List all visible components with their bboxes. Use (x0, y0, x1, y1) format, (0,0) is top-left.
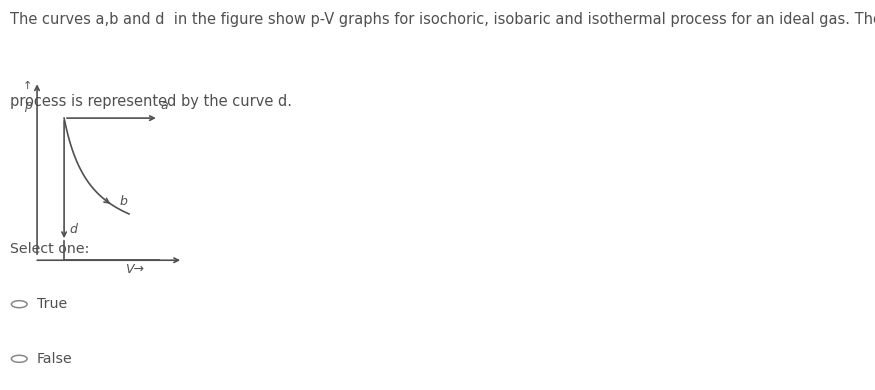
Text: True: True (37, 297, 67, 311)
Text: V→: V→ (125, 263, 144, 276)
Text: False: False (37, 352, 73, 366)
Text: The curves a,b and d  in the figure show p-V graphs for isochoric, isobaric and : The curves a,b and d in the figure show … (10, 12, 875, 27)
Text: p: p (24, 99, 32, 112)
Text: Select one:: Select one: (10, 242, 90, 256)
Text: ↑: ↑ (23, 81, 32, 91)
Text: a: a (160, 99, 168, 112)
Text: process is represented by the curve d.: process is represented by the curve d. (10, 94, 292, 108)
Text: d: d (69, 223, 77, 236)
Text: b: b (119, 195, 127, 208)
